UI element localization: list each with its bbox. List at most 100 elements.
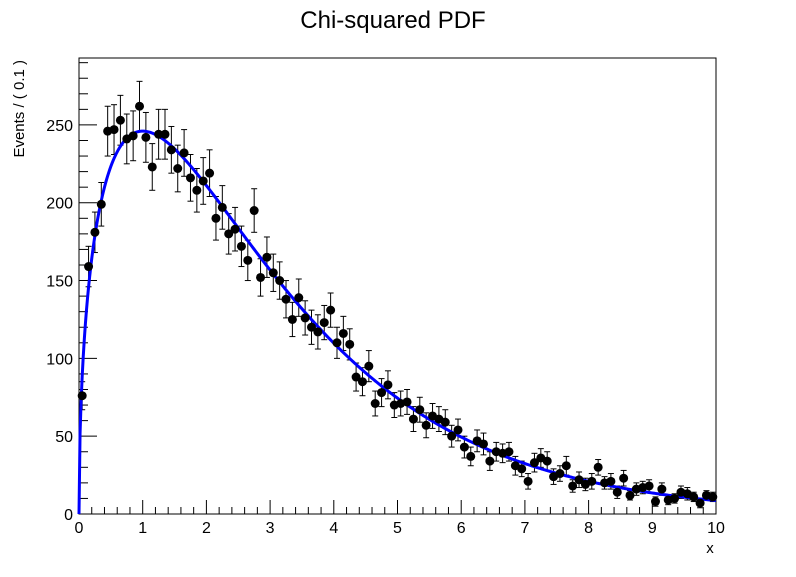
data-point	[179, 148, 189, 158]
data-point	[115, 115, 125, 125]
data-point	[670, 493, 680, 503]
data-point	[109, 125, 119, 135]
data-point	[135, 101, 145, 111]
data-point	[166, 145, 176, 155]
data-point	[695, 498, 705, 508]
data-point	[96, 199, 106, 209]
x-tick-label: 1	[138, 520, 147, 537]
data-point	[568, 481, 578, 491]
data-point	[377, 388, 387, 398]
data-point	[236, 241, 246, 251]
data-point	[708, 492, 718, 502]
x-tick-label: 7	[520, 520, 529, 537]
fit-curve-line	[77, 129, 717, 515]
y-tick-label: 200	[46, 196, 73, 213]
data-point	[650, 497, 660, 507]
data-point	[77, 391, 87, 401]
data-point	[154, 129, 164, 139]
data-point	[224, 229, 234, 239]
data-point	[364, 361, 374, 371]
x-tick-label: 3	[266, 520, 275, 537]
data-point	[160, 129, 170, 139]
data-point	[542, 456, 552, 466]
data-point	[249, 206, 259, 216]
data-point	[523, 476, 533, 486]
data-point	[415, 405, 425, 415]
data-point	[262, 252, 272, 262]
data-point	[173, 163, 183, 173]
data-point	[504, 447, 514, 457]
data-point	[657, 484, 667, 494]
data-point	[453, 425, 463, 435]
data-point	[287, 314, 297, 324]
x-tick-label: 2	[202, 520, 211, 537]
data-point	[447, 431, 457, 441]
curve-layer	[77, 129, 717, 515]
data-point	[307, 322, 317, 332]
y-tick-label: 50	[55, 429, 73, 446]
chart-title: Chi-squared PDF	[300, 7, 485, 34]
data-point	[351, 372, 361, 382]
data-point	[128, 131, 138, 141]
data-point	[402, 397, 412, 407]
data-point	[357, 377, 367, 387]
data-point	[294, 293, 304, 303]
y-axis-label: Events / ( 0.1 )	[11, 60, 28, 158]
x-tick-label: 6	[457, 520, 466, 537]
x-tick-label: 10	[707, 520, 725, 537]
data-point	[561, 461, 571, 471]
x-tick-label: 0	[75, 520, 84, 537]
data-point	[459, 442, 469, 452]
data-point	[383, 380, 393, 390]
x-tick-label: 8	[584, 520, 593, 537]
data-point	[243, 255, 253, 265]
data-point	[587, 476, 597, 486]
data-point	[345, 339, 355, 349]
data-point	[478, 439, 488, 449]
y-tick-label: 100	[46, 351, 73, 368]
x-tick-label: 9	[648, 520, 657, 537]
data-point	[421, 420, 431, 430]
data-point	[689, 492, 699, 502]
x-tick-label: 5	[393, 520, 402, 537]
data-point	[300, 313, 310, 323]
data-point	[574, 475, 584, 485]
y-tick-label: 0	[64, 507, 73, 524]
data-point	[192, 185, 202, 195]
data-point	[644, 481, 654, 491]
data-point	[205, 168, 215, 178]
data-point	[440, 417, 450, 427]
data-point	[217, 202, 227, 212]
data-point	[612, 487, 622, 497]
data-point	[198, 176, 208, 186]
data-point	[281, 294, 291, 304]
data-point	[275, 276, 285, 286]
data-point	[529, 458, 539, 468]
data-point	[256, 272, 266, 282]
data-point	[84, 262, 94, 272]
data-point	[619, 473, 629, 483]
data-point	[485, 456, 495, 466]
data-point	[147, 162, 157, 172]
data-point	[517, 464, 527, 474]
data-point	[90, 227, 100, 237]
data-point	[466, 451, 476, 461]
data-point	[326, 305, 336, 315]
data-point	[625, 490, 635, 500]
y-tick-label: 150	[46, 274, 73, 291]
data-point	[370, 399, 380, 409]
data-point	[555, 469, 565, 479]
data-point	[319, 318, 329, 328]
data-point	[268, 268, 278, 278]
x-tick-label: 4	[329, 520, 338, 537]
y-tick-label: 250	[46, 118, 73, 135]
data-point	[141, 132, 151, 142]
data-point	[211, 213, 221, 223]
data-point	[593, 462, 603, 472]
data-point	[338, 328, 348, 338]
data-point	[313, 327, 323, 337]
